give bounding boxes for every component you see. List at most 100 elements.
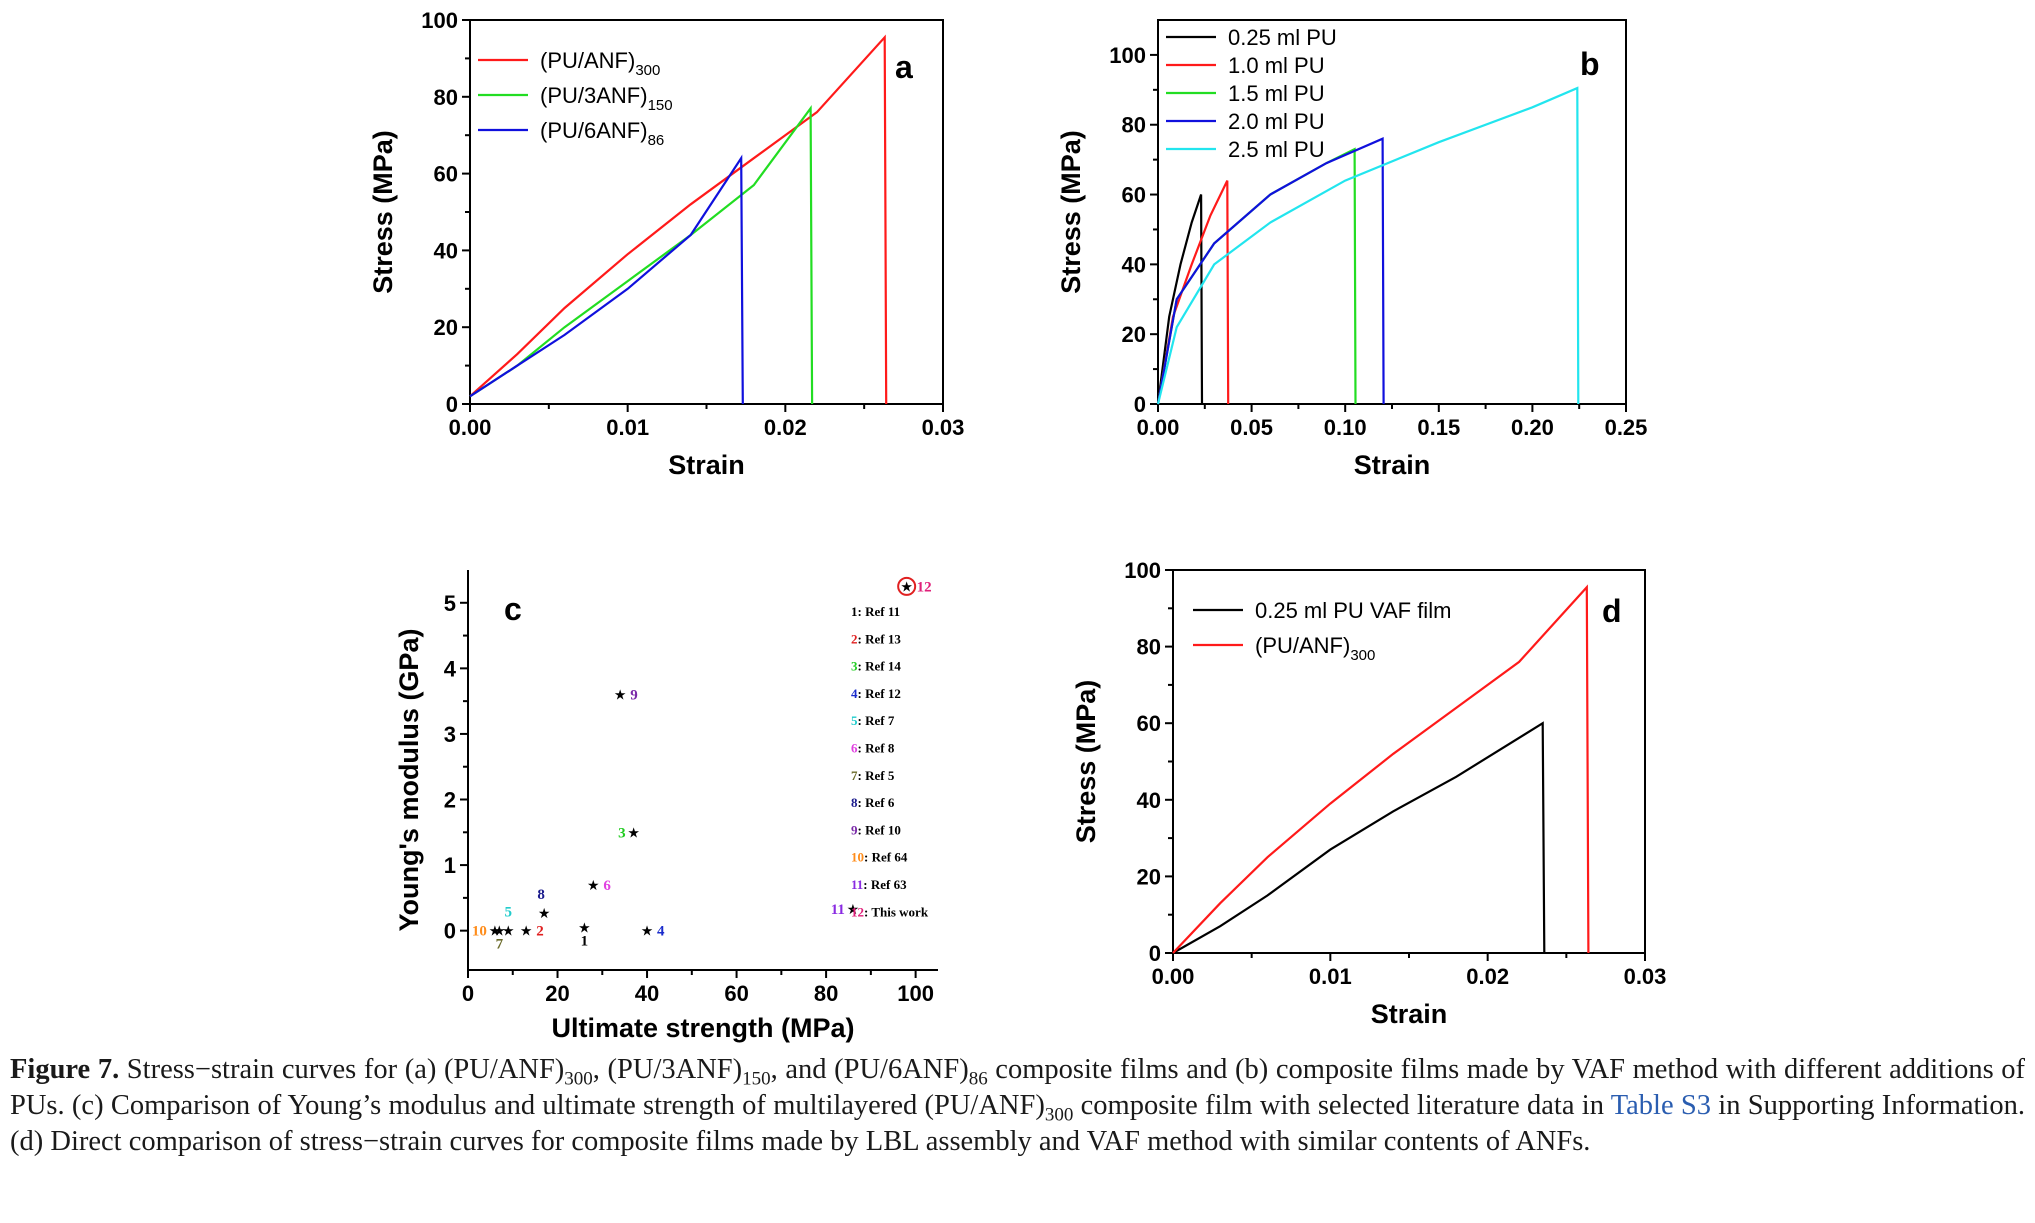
- caption-text-1: Stress−strain curves for (a) (PU/ANF): [119, 1054, 565, 1085]
- c-y-tick-label: 1: [444, 853, 456, 878]
- b-legend-label-3: 1.5 ml PU: [1228, 81, 1325, 106]
- c-x-tick-label: 80: [814, 981, 838, 1006]
- d-y-tick-label: 20: [1137, 864, 1161, 889]
- caption-sub-2: 150: [742, 1068, 771, 1090]
- d-x-axis-title: Strain: [1371, 999, 1448, 1029]
- c-legend-item-10: 10: Ref 64: [851, 850, 908, 865]
- b-y-tick-label: 20: [1122, 322, 1146, 347]
- a-y-tick-label: 40: [434, 238, 458, 263]
- b-series-line-5: [1156, 86, 1580, 405]
- c-legend-item-9: 9: Ref 10: [851, 822, 901, 837]
- c-x-tick-label: 40: [635, 981, 659, 1006]
- caption-text-5: composite film with selected literature …: [1073, 1090, 1611, 1121]
- c-point-label-4: 4: [657, 924, 665, 940]
- d-y-tick-label: 40: [1137, 788, 1161, 813]
- b-series-line-2: [1156, 180, 1230, 405]
- c-y-axis-title: Young's modulus (GPa): [394, 629, 424, 932]
- d-legend-subscript-2: 300: [1350, 647, 1375, 664]
- c-point-1: ★: [578, 920, 591, 936]
- a-y-tick-label: 100: [421, 8, 458, 33]
- d-x-tick-label: 0.03: [1624, 964, 1667, 989]
- c-point-label-12: 12: [917, 579, 932, 595]
- c-point-label-10: 10: [472, 924, 487, 940]
- c-point-label-6: 6: [603, 878, 611, 894]
- b-y-tick-label: 80: [1122, 113, 1146, 138]
- a-x-tick-label: 0.01: [606, 415, 649, 440]
- c-panel-letter: c: [504, 591, 522, 627]
- panel-b-stress-strain-chart: 0.00 0.05 0.10 0.15 0.20 0.25 0 20 40 60 80 100 Stra…: [1056, 19, 1647, 480]
- a-y-tick-label: 20: [434, 315, 458, 340]
- c-legend-ref-4: : Ref 12: [858, 686, 901, 701]
- b-x-tick-label: 0.15: [1417, 415, 1460, 440]
- a-legend-subscript-1: 300: [635, 62, 660, 79]
- b-series-line-1: [1156, 194, 1204, 405]
- caption-label: Figure 7.: [10, 1054, 120, 1085]
- a-legend-subscript-3: 86: [648, 132, 665, 149]
- c-point-label-11: 11: [831, 902, 845, 918]
- c-point-4: ★: [641, 924, 654, 940]
- d-y-tick-label: 60: [1137, 711, 1161, 736]
- c-legend-ref-1: : Ref 11: [858, 604, 901, 619]
- panel-d-stress-strain-chart: 0.00 0.01 0.02 0.03 0 20 40 60 80 100 Strain Stress…: [1071, 558, 1666, 1029]
- d-panel-letter: d: [1602, 593, 1622, 629]
- caption-text-6: in Supporting Information. (d) Direct co…: [10, 1090, 2025, 1157]
- c-legend-id-9: 9: [851, 822, 858, 837]
- c-y-tick-label: 3: [444, 722, 456, 747]
- c-legend-item-2: 2: Ref 13: [851, 631, 901, 646]
- c-legend-ref-10: : Ref 64: [864, 850, 908, 865]
- c-y-tick-label: 4: [444, 656, 457, 681]
- d-y-tick-label: 0: [1149, 941, 1161, 966]
- c-point-2: ★: [520, 924, 533, 940]
- d-y-axis-title: Stress (MPa): [1071, 680, 1101, 844]
- c-legend-ref-5: : Ref 7: [858, 713, 895, 728]
- c-legend-id-1: 1: [851, 604, 858, 619]
- c-point-7: ★: [493, 924, 506, 940]
- c-point-10: ★: [489, 924, 502, 940]
- b-legend-label-4: 2.0 ml PU: [1228, 109, 1325, 134]
- c-point-11: ★: [847, 902, 860, 918]
- a-legend-label-2: (PU/3ANF)150: [540, 83, 673, 114]
- c-legend-id-8: 8: [851, 795, 858, 810]
- d-series-line-1: [1172, 721, 1546, 954]
- c-y-tick-label: 5: [444, 591, 456, 616]
- c-x-tick-label: 60: [724, 981, 748, 1006]
- c-legend-item-3: 3: Ref 14: [851, 659, 901, 674]
- c-point-label-2: 2: [536, 924, 544, 940]
- c-point-8: ★: [538, 906, 551, 922]
- figure-caption: Figure 7. Stress−strain curves for (a) (…: [10, 1052, 2025, 1160]
- d-x-tick-label: 0.01: [1309, 964, 1352, 989]
- c-y-tick-label: 0: [444, 919, 456, 944]
- caption-text-4: composite films and (b) composite films …: [10, 1054, 2025, 1121]
- b-y-axis-title: Stress (MPa): [1056, 130, 1086, 294]
- a-legend-label-3: (PU/6ANF)86: [540, 118, 664, 149]
- c-legend-ref-2: : Ref 13: [858, 631, 902, 646]
- c-point-12: ★: [900, 579, 913, 595]
- c-legend-ref-12: : This work: [864, 904, 929, 919]
- b-x-axis-title: Strain: [1354, 450, 1431, 480]
- table-s3-link[interactable]: Table S3: [1610, 1090, 1712, 1121]
- a-legend-label-1: (PU/ANF)300: [540, 48, 660, 79]
- c-point-label-5: 5: [505, 905, 513, 921]
- caption-sub-3: 86: [968, 1068, 988, 1090]
- a-x-tick-label: 0.02: [764, 415, 807, 440]
- a-x-axis-title: Strain: [668, 450, 745, 480]
- b-legend-label-1: 0.25 ml PU: [1228, 25, 1337, 50]
- c-legend-id-12: 12: [851, 904, 864, 919]
- a-y-tick-label: 0: [446, 392, 458, 417]
- c-point-label-9: 9: [630, 688, 638, 704]
- c-legend-item-12: 12: This work: [851, 904, 929, 919]
- b-y-tick-label: 40: [1122, 252, 1146, 277]
- d-x-tick-label: 0.00: [1152, 964, 1195, 989]
- c-legend-ref-11: : Ref 63: [863, 877, 907, 892]
- a-y-axis-title: Stress (MPa): [368, 130, 398, 294]
- c-legend-id-2: 2: [851, 631, 858, 646]
- c-legend-item-1: 1: Ref 11: [851, 604, 900, 619]
- c-legend-item-4: 4: Ref 12: [851, 686, 901, 701]
- c-legend-ref-3: : Ref 14: [858, 659, 902, 674]
- c-point-3: ★: [627, 825, 640, 841]
- panel-a-stress-strain-chart: 0.00 0.01 0.02 0.03 0 20 40 60 80 100 Strain Stress…: [368, 8, 964, 480]
- b-panel-letter: b: [1580, 46, 1600, 82]
- c-point-label-7: 7: [496, 937, 504, 953]
